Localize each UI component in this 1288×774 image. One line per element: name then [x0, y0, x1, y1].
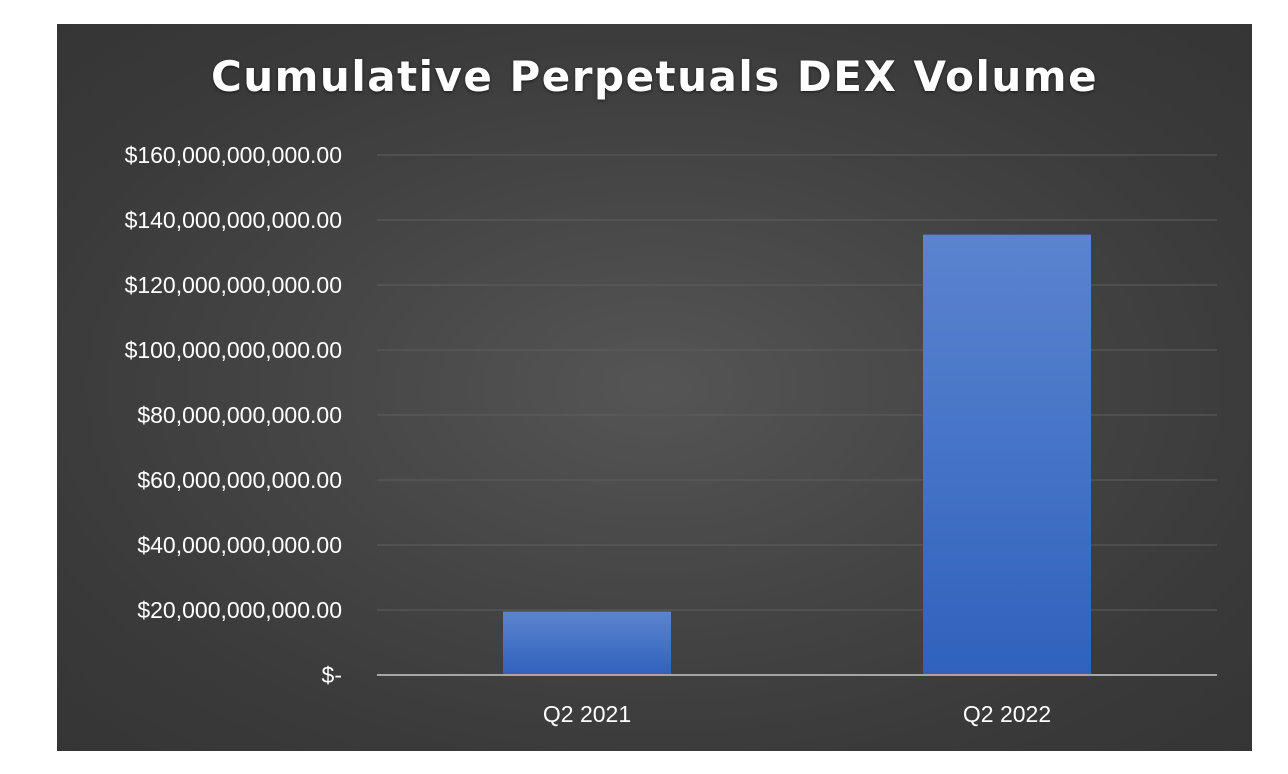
y-tick-label: $40,000,000,000.00: [137, 532, 342, 558]
y-tick-label: $100,000,000,000.00: [125, 337, 342, 363]
bar-q2-2022: [923, 234, 1091, 675]
chart-title: Cumulative Perpetuals DEX Volume: [210, 52, 1099, 101]
x-tick-label: Q2 2022: [963, 701, 1051, 727]
y-tick-label: $60,000,000,000.00: [137, 467, 342, 493]
bar-q2-2021: [503, 611, 671, 675]
x-tick-labels: Q2 2021 Q2 2022: [543, 701, 1051, 727]
y-tick-labels: $- $20,000,000,000.00 $40,000,000,000.00 $6…: [125, 142, 342, 688]
y-tick-label: $-: [322, 662, 342, 688]
x-tick-label: Q2 2021: [543, 701, 631, 727]
chart-card: Cumulative Perpetuals DEX Volume $- $20,0…: [57, 24, 1252, 751]
bars: [503, 234, 1091, 675]
y-tick-label: $160,000,000,000.00: [125, 142, 342, 168]
y-tick-label: $120,000,000,000.00: [125, 272, 342, 298]
gridlines: [377, 154, 1217, 611]
y-tick-label: $20,000,000,000.00: [137, 597, 342, 623]
y-tick-label: $140,000,000,000.00: [125, 207, 342, 233]
y-tick-label: $80,000,000,000.00: [137, 402, 342, 428]
bar-chart-plot: $- $20,000,000,000.00 $40,000,000,000.00 $6…: [125, 142, 1217, 727]
